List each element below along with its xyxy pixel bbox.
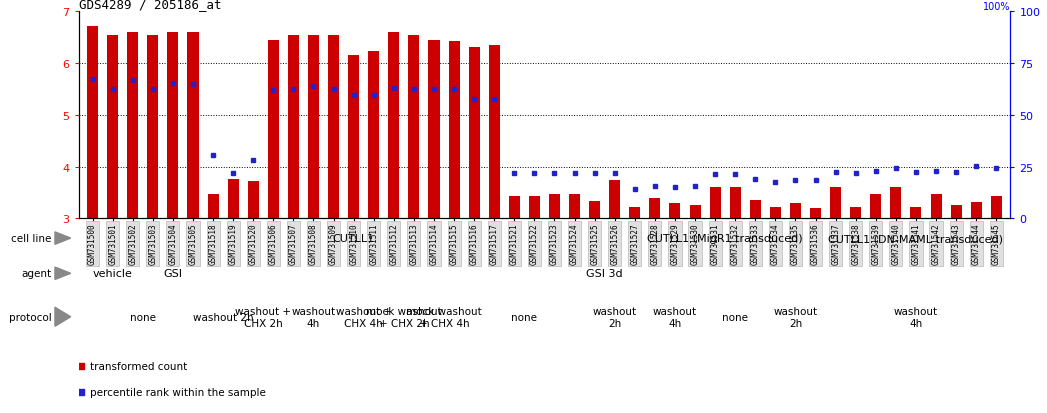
- Bar: [268, 41, 279, 219]
- Bar: [730, 188, 740, 219]
- Bar: [448, 42, 460, 219]
- Text: percentile rank within the sample: percentile rank within the sample: [90, 387, 266, 397]
- Bar: [589, 202, 600, 219]
- Bar: [328, 36, 339, 219]
- Polygon shape: [54, 268, 70, 280]
- Bar: [690, 206, 700, 219]
- Bar: [248, 182, 259, 219]
- Text: cell line: cell line: [12, 233, 51, 244]
- Bar: [710, 188, 720, 219]
- Bar: [388, 33, 399, 219]
- Bar: [308, 36, 319, 219]
- Text: washout
2h: washout 2h: [774, 306, 818, 328]
- Text: washout +
CHX 2h: washout + CHX 2h: [236, 306, 291, 328]
- Bar: [107, 36, 118, 219]
- Text: 100%: 100%: [983, 2, 1010, 12]
- Polygon shape: [54, 307, 70, 326]
- Bar: [669, 204, 681, 219]
- Text: protocol: protocol: [9, 312, 51, 322]
- Text: transformed count: transformed count: [90, 361, 187, 371]
- Bar: [87, 27, 98, 219]
- Bar: [629, 207, 641, 219]
- Text: none: none: [511, 312, 537, 322]
- Bar: [830, 188, 841, 219]
- Text: washout
4h: washout 4h: [653, 306, 697, 328]
- Text: CUTLL1 (DN-MAML transduced): CUTLL1 (DN-MAML transduced): [828, 233, 1003, 244]
- Bar: [489, 46, 499, 219]
- Bar: [509, 197, 520, 219]
- Text: washout 2h: washout 2h: [193, 312, 253, 322]
- Text: GDS4289 / 205186_at: GDS4289 / 205186_at: [79, 0, 221, 11]
- Bar: [469, 47, 480, 219]
- Bar: [810, 209, 821, 219]
- Bar: [990, 197, 1002, 219]
- Bar: [569, 194, 580, 219]
- Bar: [649, 198, 661, 219]
- Bar: [128, 33, 138, 219]
- Text: washout
4h: washout 4h: [894, 306, 938, 328]
- Bar: [549, 194, 560, 219]
- Bar: [971, 202, 982, 219]
- Text: vehicle: vehicle: [93, 268, 133, 279]
- Text: mock washout
+ CHX 2h: mock washout + CHX 2h: [366, 306, 442, 328]
- Bar: [428, 41, 440, 219]
- Bar: [951, 206, 961, 219]
- Bar: [349, 56, 359, 219]
- Text: washout
4h: washout 4h: [291, 306, 335, 328]
- Bar: [609, 180, 620, 219]
- Bar: [288, 36, 299, 219]
- Bar: [369, 52, 379, 219]
- Text: washout +
CHX 4h: washout + CHX 4h: [336, 306, 392, 328]
- Bar: [850, 207, 862, 219]
- Text: none: none: [722, 312, 749, 322]
- Bar: [789, 204, 801, 219]
- Polygon shape: [54, 232, 70, 244]
- Bar: [187, 33, 199, 219]
- Text: CUTLL1: CUTLL1: [333, 233, 375, 244]
- Bar: [770, 207, 781, 219]
- Bar: [931, 194, 941, 219]
- Bar: [750, 201, 761, 219]
- Bar: [870, 194, 882, 219]
- Bar: [529, 197, 540, 219]
- Text: CUTLL1 (MigR1 transduced): CUTLL1 (MigR1 transduced): [647, 233, 803, 244]
- Text: none: none: [130, 312, 156, 322]
- Bar: [408, 36, 420, 219]
- Bar: [168, 33, 178, 219]
- Text: GSI 3d: GSI 3d: [586, 268, 623, 279]
- Bar: [911, 207, 921, 219]
- Text: mock washout
+ CHX 4h: mock washout + CHX 4h: [406, 306, 482, 328]
- Bar: [890, 188, 901, 219]
- Bar: [207, 194, 219, 219]
- Text: agent: agent: [22, 268, 51, 279]
- Bar: [227, 180, 239, 219]
- Text: washout
2h: washout 2h: [593, 306, 637, 328]
- Bar: [148, 36, 158, 219]
- Text: GSI: GSI: [163, 268, 182, 279]
